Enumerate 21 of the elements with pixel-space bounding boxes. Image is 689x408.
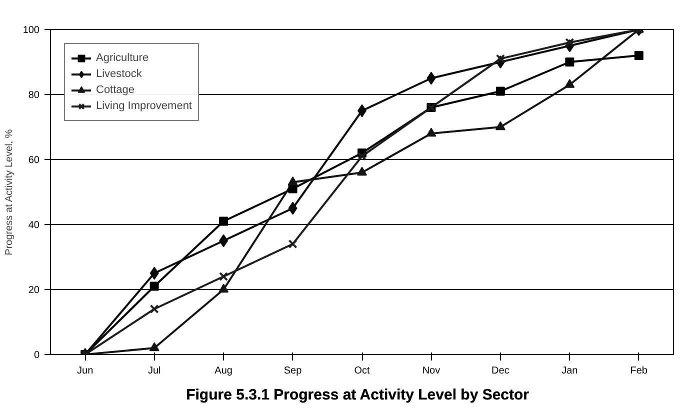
x-tick-label: Feb [630, 366, 648, 376]
x-tick-label: Sep [284, 366, 302, 376]
x-tick-label: Jun [77, 366, 94, 376]
text: Figure 5.3.1 Progress at Activity Level by Sector [186, 386, 530, 404]
x-tick-label: Nov [422, 366, 440, 376]
y-tick-label: 0 [34, 350, 40, 361]
y-tick-label: 40 [28, 220, 40, 231]
legend-label: Agriculture [96, 51, 149, 66]
x-tick-label: Jan [562, 366, 578, 376]
x-tick-label: Dec [492, 366, 510, 376]
legend-label: Living Improvement [96, 99, 192, 114]
y-tick-label: 60 [28, 155, 40, 166]
x-tick-label: Jul [148, 366, 161, 376]
y-tick-label: 20 [28, 285, 40, 296]
legend-label: Livestock [96, 67, 142, 82]
x-tick-label: Aug [214, 366, 232, 376]
y-tick-label: 100 [22, 25, 40, 36]
y-axis-title: Progress at Activity Level, % [4, 129, 15, 256]
legend-label: Cottage [96, 83, 135, 98]
x-tick-label: Oct [354, 366, 370, 376]
y-tick-label: 80 [28, 90, 40, 101]
